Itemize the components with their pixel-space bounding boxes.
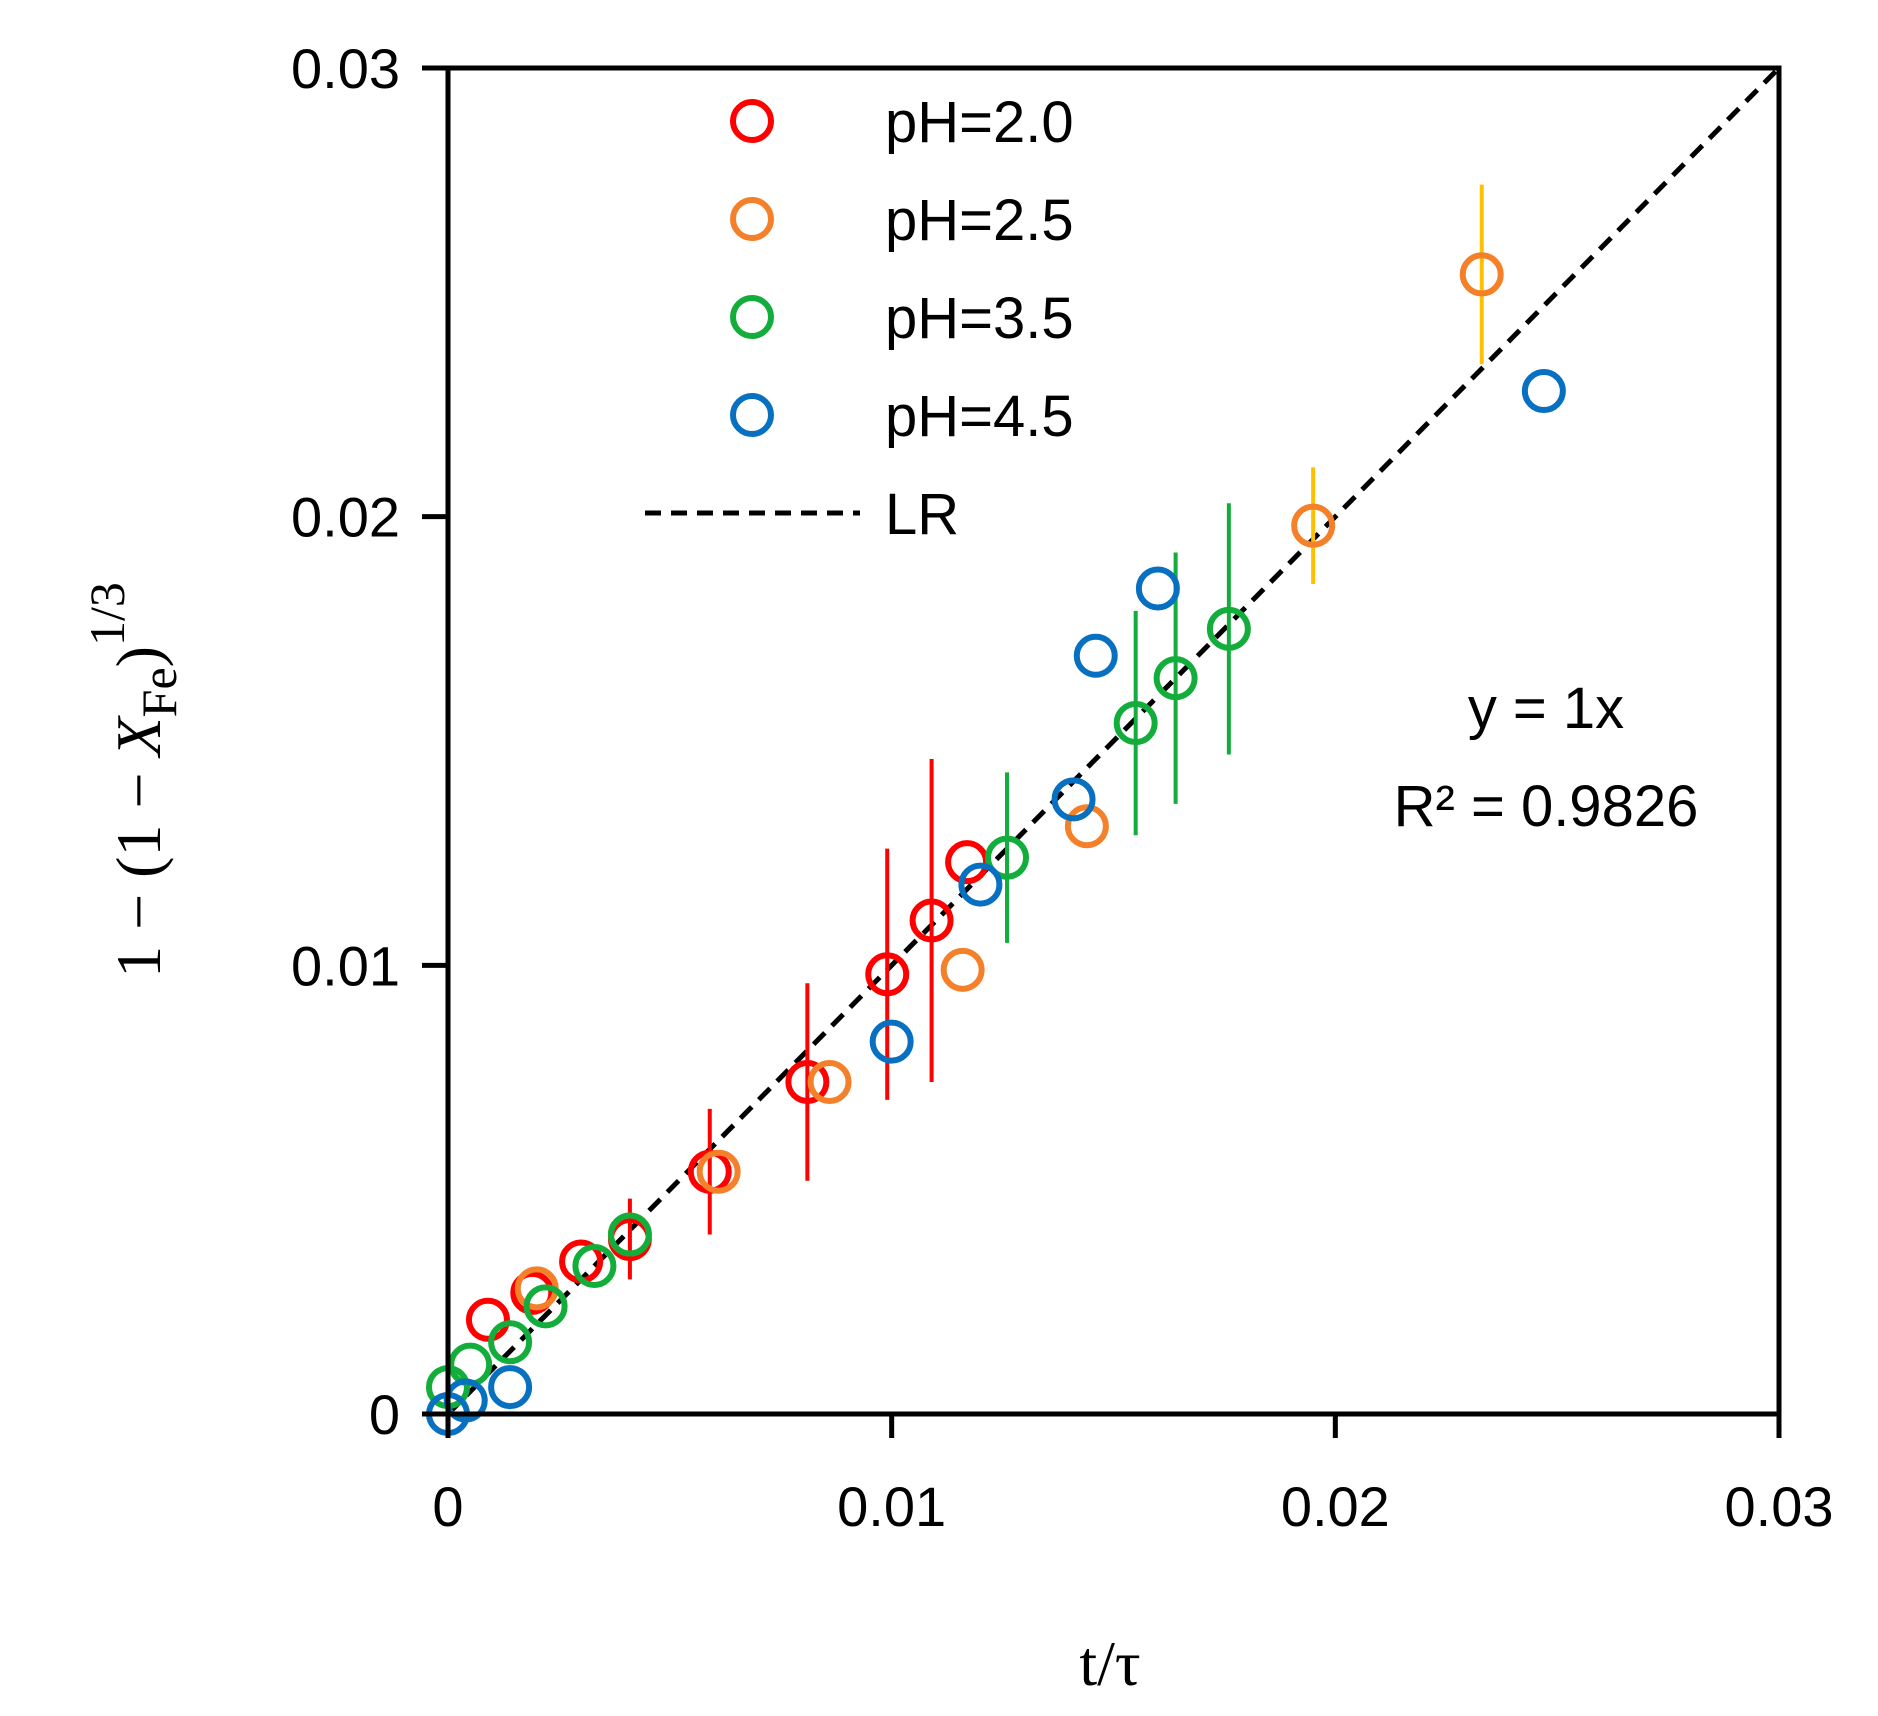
data-point-3-10 — [1206, 606, 1251, 651]
y-axis-title-prefix: 1 − (1 − — [103, 756, 174, 978]
data-point-4-9 — [1521, 369, 1566, 414]
y-tick-label-1: 0 — [369, 1383, 400, 1446]
x-tick-label-2: 0.01 — [837, 1475, 946, 1538]
data-point-1-2 — [510, 1270, 555, 1315]
legend-marker-1 — [730, 99, 774, 143]
data-point-1-6 — [785, 1059, 830, 1104]
data-point-2-7 — [1291, 503, 1336, 548]
x-tick-label-3: 0.02 — [1281, 1475, 1390, 1538]
data-point-1-1 — [465, 1297, 510, 1342]
x-tick-label-1: 0 — [432, 1475, 463, 1538]
y-axis-title-subscript: Fe — [131, 667, 187, 717]
axis-layer: 0 0.01 0.02 0.03 0 0.01 0.02 0.03 — [291, 37, 1834, 1538]
data-point-3-9 — [1153, 656, 1198, 701]
legend-marker-3 — [730, 295, 774, 339]
y-axis-title-superscript: 1/3 — [79, 582, 135, 646]
r-squared-annotation: R² = 0.9826 — [1394, 774, 1699, 839]
data-point-2-3 — [696, 1149, 741, 1194]
data-point-2-5 — [940, 947, 985, 992]
data-point-3-4 — [523, 1284, 568, 1329]
legend-label-4: pH=4.5 — [885, 384, 1074, 449]
legend-marker-4 — [730, 393, 774, 437]
data-point-3-2 — [448, 1342, 493, 1387]
legend: pH=2.0 pH=2.5 pH=3.5 pH=4.5 LR — [645, 90, 1074, 547]
data-point-4-5 — [958, 862, 1003, 907]
data-point-3-6 — [607, 1212, 652, 1257]
y-axis-title: 1 − (1 − XFe)1/3 — [79, 582, 187, 978]
fit-line — [446, 66, 1781, 1416]
legend-label-3: pH=3.5 — [885, 286, 1074, 351]
y-tick-label-2: 0.01 — [291, 934, 400, 997]
y-tick-label-4: 0.03 — [291, 37, 400, 100]
data-point-2-6 — [1064, 804, 1109, 849]
plot-frame — [445, 65, 1782, 1417]
data-point-3-7 — [985, 835, 1030, 880]
data-point-4-3 — [488, 1365, 533, 1410]
legend-label-1: pH=2.0 — [885, 90, 1074, 155]
data-point-1-7 — [865, 952, 910, 997]
x-axis-title: t/τ — [1079, 1628, 1140, 1699]
data-point-4-4 — [869, 1019, 914, 1064]
data-point-3-5 — [572, 1243, 617, 1288]
data-point-3-3 — [488, 1320, 533, 1365]
equation-annotation: y = 1x — [1468, 676, 1624, 741]
legend-label-fit: LR — [885, 482, 959, 547]
data-point-1-8 — [909, 898, 954, 943]
data-point-2-8 — [1459, 252, 1504, 297]
legend-label-2: pH=2.5 — [885, 188, 1074, 253]
x-tick-label-4: 0.03 — [1725, 1475, 1834, 1538]
data-point-2-4 — [807, 1059, 852, 1104]
legend-marker-2 — [730, 197, 774, 241]
y-axis-title-suffix: ) — [103, 646, 174, 667]
data-point-4-6 — [1051, 777, 1096, 822]
data-point-3-8 — [1113, 701, 1158, 746]
y-tick-label-3: 0.02 — [291, 486, 400, 549]
data-point-4-7 — [1073, 633, 1118, 678]
plot-layer — [426, 66, 1781, 1436]
data-point-4-8 — [1135, 566, 1180, 611]
y-axis-title-variable: X — [103, 714, 174, 759]
